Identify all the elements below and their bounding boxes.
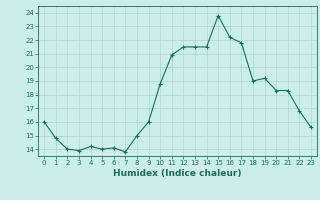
X-axis label: Humidex (Indice chaleur): Humidex (Indice chaleur) xyxy=(113,169,242,178)
